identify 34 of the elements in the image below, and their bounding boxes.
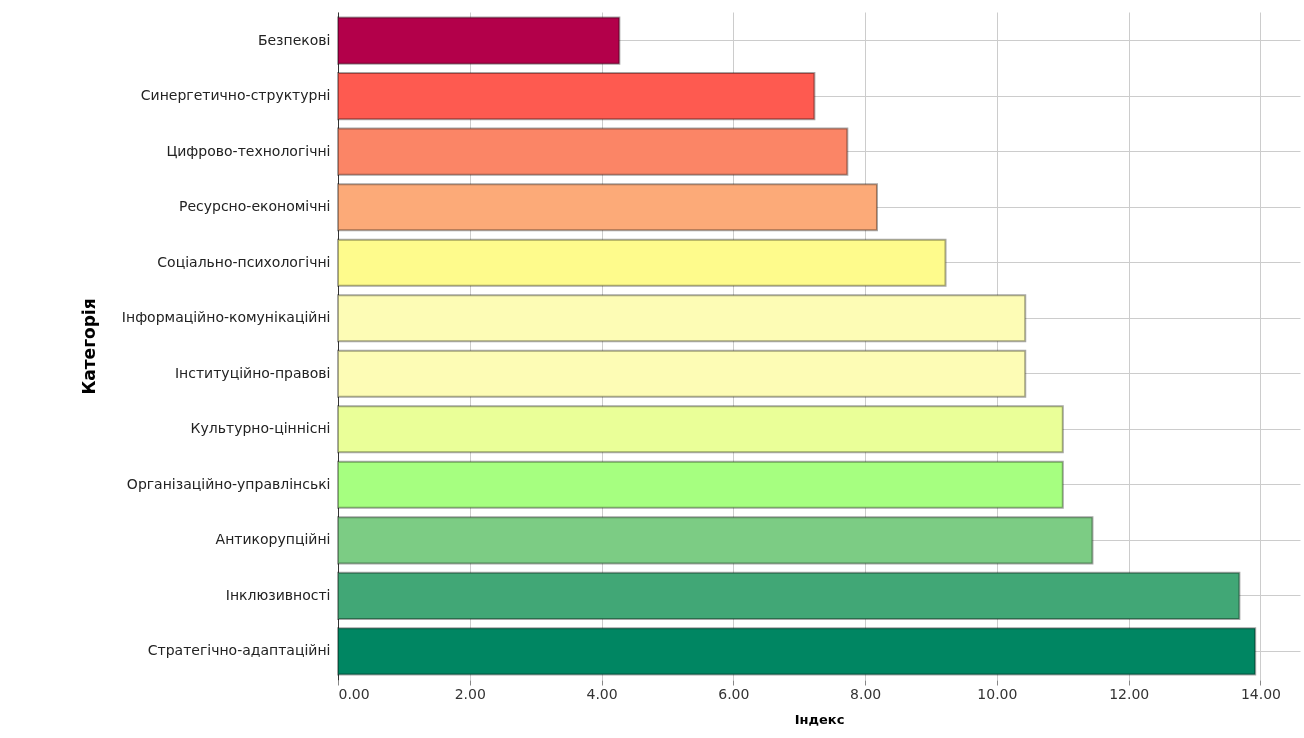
bar xyxy=(337,127,849,176)
bar xyxy=(337,516,1094,565)
bar xyxy=(337,16,621,65)
bar xyxy=(337,238,947,287)
bar xyxy=(337,627,1257,676)
y-tick-label: Інформаційно-комунікаційні xyxy=(121,309,331,326)
y-tick-label: Культурно-ціннісні xyxy=(190,420,331,437)
y-tick-label: Цифрово-технологічні xyxy=(166,142,331,159)
bar xyxy=(337,72,816,121)
y-tick-label: Стратегічно-адаптаційні xyxy=(147,642,331,659)
y-tick-label: Синергетично-структурні xyxy=(140,87,331,104)
x-tick-label: 6.00 xyxy=(718,685,750,702)
bar xyxy=(337,349,1027,398)
y-axis-title: Категорія xyxy=(78,298,99,395)
y-tick-label: Інституційно-правові xyxy=(174,364,331,381)
bar xyxy=(337,571,1241,620)
y-tick-label: Соціально-психологічні xyxy=(157,253,331,270)
x-axis-title: Індекс xyxy=(794,711,845,727)
y-tick-label: Організаційно-управлінські xyxy=(126,475,331,492)
bar xyxy=(337,294,1027,343)
x-tick-label: 10.00 xyxy=(977,685,1018,702)
x-tick-label: 12.00 xyxy=(1109,685,1150,702)
x-tick-label: 8.00 xyxy=(850,685,882,702)
x-tick-label: 2.00 xyxy=(454,685,486,702)
y-tick-label: Ресурсно-економічні xyxy=(178,198,331,215)
bar xyxy=(337,460,1064,509)
x-tick-label: 0.00 xyxy=(338,685,370,702)
bar xyxy=(337,183,878,232)
bar xyxy=(337,405,1064,454)
y-tick-label: Безпекові xyxy=(257,31,331,48)
x-tick-label: 14.00 xyxy=(1240,685,1282,702)
y-tick-label: Інклюзивності xyxy=(225,586,331,603)
y-tick-label: Антикорупційні xyxy=(215,531,331,548)
x-tick-label: 4.00 xyxy=(586,685,618,702)
